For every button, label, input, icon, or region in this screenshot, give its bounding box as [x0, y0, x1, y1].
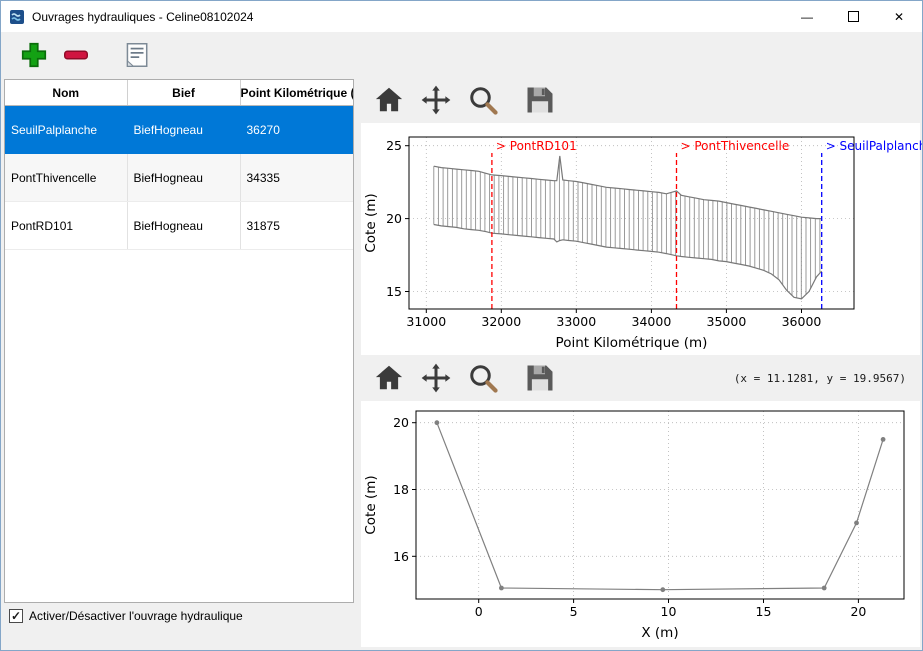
svg-text:Point Kilométrique (m): Point Kilométrique (m): [556, 335, 708, 351]
svg-text:34000: 34000: [632, 314, 672, 329]
save-button[interactable]: [524, 84, 556, 116]
cell-bief[interactable]: BiefHogneau: [127, 201, 241, 250]
svg-text:Cote (m): Cote (m): [363, 475, 379, 534]
cell-nom[interactable]: PontRD101: [5, 201, 128, 250]
home-button[interactable]: [373, 84, 405, 116]
cell-pk[interactable]: 36270: [240, 105, 353, 154]
svg-text:20: 20: [393, 415, 409, 430]
cell-bief[interactable]: BiefHogneau: [127, 105, 241, 154]
svg-text:31000: 31000: [406, 314, 446, 329]
close-button[interactable]: ✕: [876, 1, 922, 32]
cell-nom[interactable]: SeuilPalplanche: [5, 105, 128, 154]
app-icon: [10, 9, 24, 24]
minus-icon: [64, 50, 88, 59]
svg-text:0: 0: [475, 604, 483, 619]
table-row[interactable]: PontRD101 BiefHogneau 31875: [5, 201, 353, 250]
table-row[interactable]: PontThivencelle BiefHogneau 34335: [5, 153, 353, 202]
svg-text:> PontRD101: > PontRD101: [496, 139, 577, 153]
svg-text:16: 16: [393, 549, 409, 564]
save-button[interactable]: [524, 362, 556, 394]
cross-section-chart[interactable]: 0 5 10 15 20 16 18 20 X (m) Cote (m): [361, 401, 920, 645]
column-header-bief[interactable]: Bief: [127, 80, 241, 106]
close-icon: ✕: [893, 9, 905, 24]
check-icon: ✓: [10, 609, 22, 623]
titlebar[interactable]: Ouvrages hydrauliques - Celine08102024 —…: [1, 1, 922, 32]
pan-icon: [421, 363, 451, 393]
zoom-icon: [470, 87, 498, 115]
svg-text:20: 20: [386, 211, 402, 226]
svg-text:25: 25: [386, 138, 402, 153]
cross-section-plot-toolbar: (x = 11.1281, y = 19.9567): [361, 355, 920, 401]
svg-text:5: 5: [570, 604, 578, 619]
column-header-pk[interactable]: Point Kilométrique (m): [240, 80, 353, 106]
zoom-button[interactable]: [467, 84, 499, 116]
cell-bief[interactable]: BiefHogneau: [127, 153, 241, 202]
zoom-icon: [470, 365, 498, 393]
minimize-icon: —: [801, 9, 813, 24]
svg-text:> SeuilPalplanche: > SeuilPalplanche: [826, 139, 923, 153]
svg-text:X (m): X (m): [641, 625, 678, 641]
svg-text:15: 15: [756, 604, 772, 619]
main-toolbar: [1, 32, 922, 77]
maximize-icon: [847, 11, 859, 22]
profile-plot-toolbar: [361, 77, 920, 123]
table-row[interactable]: SeuilPalplanche BiefHogneau 36270: [5, 105, 353, 154]
cursor-coordinates: (x = 11.1281, y = 19.9567): [733, 371, 906, 385]
cell-nom[interactable]: PontThivencelle: [5, 153, 128, 202]
activate-checkbox-row: ✓ Activer/Désactiver l'ouvrage hydrauliq…: [9, 609, 243, 623]
home-icon: [375, 87, 403, 112]
window-title: Ouvrages hydrauliques - Celine08102024: [32, 9, 254, 24]
pan-icon: [421, 85, 451, 115]
remove-structure-button[interactable]: [59, 37, 93, 73]
longitudinal-profile-chart[interactable]: > PontRD101 > PontThivencelle > SeuilPalpl…: [361, 123, 923, 355]
svg-text:15: 15: [386, 284, 402, 299]
zoom-button[interactable]: [467, 362, 499, 394]
plus-icon: [21, 42, 47, 67]
save-icon: [527, 365, 553, 391]
svg-text:33000: 33000: [556, 314, 596, 329]
cell-pk[interactable]: 31875: [240, 201, 353, 250]
svg-text:36000: 36000: [782, 314, 822, 329]
pan-button[interactable]: [420, 84, 452, 116]
structures-table-panel: Nom Bief Point Kilométrique (m) SeuilPal…: [4, 79, 354, 603]
window-controls: — ✕: [784, 1, 922, 32]
maximize-button[interactable]: [830, 1, 876, 32]
cell-pk[interactable]: 34335: [240, 153, 353, 202]
svg-text:10: 10: [661, 604, 677, 619]
svg-text:20: 20: [850, 604, 866, 619]
svg-text:> PontThivencelle: > PontThivencelle: [681, 139, 790, 153]
plots-panel: > PontRD101 > PontThivencelle > SeuilPalpl…: [361, 77, 923, 647]
minimize-button[interactable]: —: [784, 1, 830, 32]
svg-text:32000: 32000: [481, 314, 521, 329]
activate-checkbox[interactable]: ✓: [9, 609, 23, 623]
pan-button[interactable]: [420, 362, 452, 394]
svg-text:35000: 35000: [707, 314, 747, 329]
home-button[interactable]: [373, 362, 405, 394]
save-icon: [527, 87, 553, 113]
add-structure-button[interactable]: [17, 37, 51, 73]
home-icon: [375, 365, 403, 390]
notes-icon: [126, 42, 148, 67]
svg-text:Cote (m): Cote (m): [363, 193, 379, 252]
structures-table: Nom Bief Point Kilométrique (m) SeuilPal…: [5, 80, 353, 250]
edit-structure-button[interactable]: [119, 37, 153, 73]
activate-checkbox-label[interactable]: Activer/Désactiver l'ouvrage hydraulique: [29, 609, 243, 623]
svg-text:18: 18: [393, 482, 409, 497]
column-header-nom[interactable]: Nom: [5, 80, 128, 106]
